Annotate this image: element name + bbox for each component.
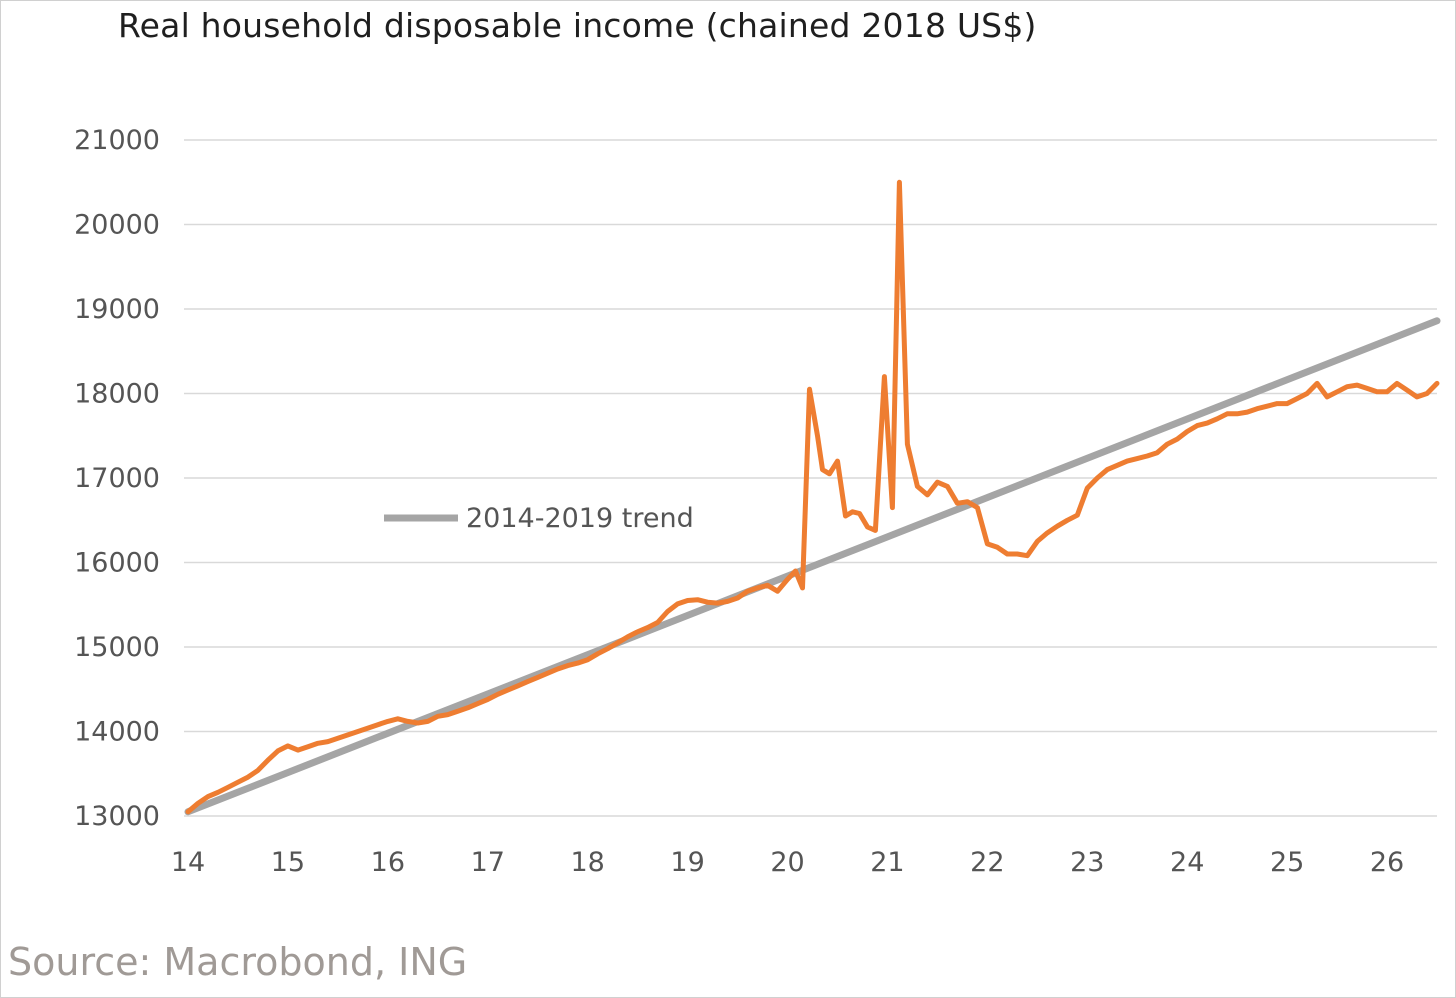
- y-tick-label: 17000: [74, 463, 160, 494]
- y-tick-label: 14000: [74, 717, 160, 748]
- chart-title: Real household disposable income (chaine…: [118, 6, 1037, 45]
- legend-label-trend: 2014-2019 trend: [466, 503, 694, 534]
- x-tick-label: 20: [770, 847, 804, 878]
- x-tick-label: 15: [271, 847, 305, 878]
- y-tick-label: 20000: [74, 210, 160, 241]
- x-axis-ticks: 14 15 16 17 18 19 20 21 22 23 24 25 26: [171, 847, 1404, 878]
- x-tick-label: 17: [471, 847, 505, 878]
- trend-line: [184, 317, 1441, 816]
- y-tick-label: 15000: [74, 632, 160, 663]
- legend: 2014-2019 trend: [384, 503, 694, 534]
- y-tick-label: 18000: [74, 379, 160, 410]
- series-lines: [184, 179, 1441, 816]
- x-tick-label: 24: [1170, 847, 1204, 878]
- x-tick-label: 14: [171, 847, 205, 878]
- source-note: Source: Macrobond, ING: [8, 940, 468, 984]
- x-tick-label: 26: [1370, 847, 1404, 878]
- x-tick-label: 19: [670, 847, 704, 878]
- y-axis-ticks: 13000 14000 15000 16000 17000 18000 19000 20000…: [74, 125, 160, 832]
- x-tick-label: 22: [970, 847, 1004, 878]
- gridlines: [184, 139, 1437, 817]
- x-tick-label: 23: [1070, 847, 1104, 878]
- x-tick-label: 16: [371, 847, 405, 878]
- y-tick-label: 16000: [74, 548, 160, 579]
- y-tick-label: 21000: [74, 125, 160, 156]
- income-line: [185, 179, 1440, 815]
- y-tick-label: 13000: [74, 801, 160, 832]
- x-tick-label: 18: [571, 847, 605, 878]
- x-tick-label: 21: [870, 847, 904, 878]
- x-tick-label: 25: [1270, 847, 1304, 878]
- y-tick-label: 19000: [74, 294, 160, 325]
